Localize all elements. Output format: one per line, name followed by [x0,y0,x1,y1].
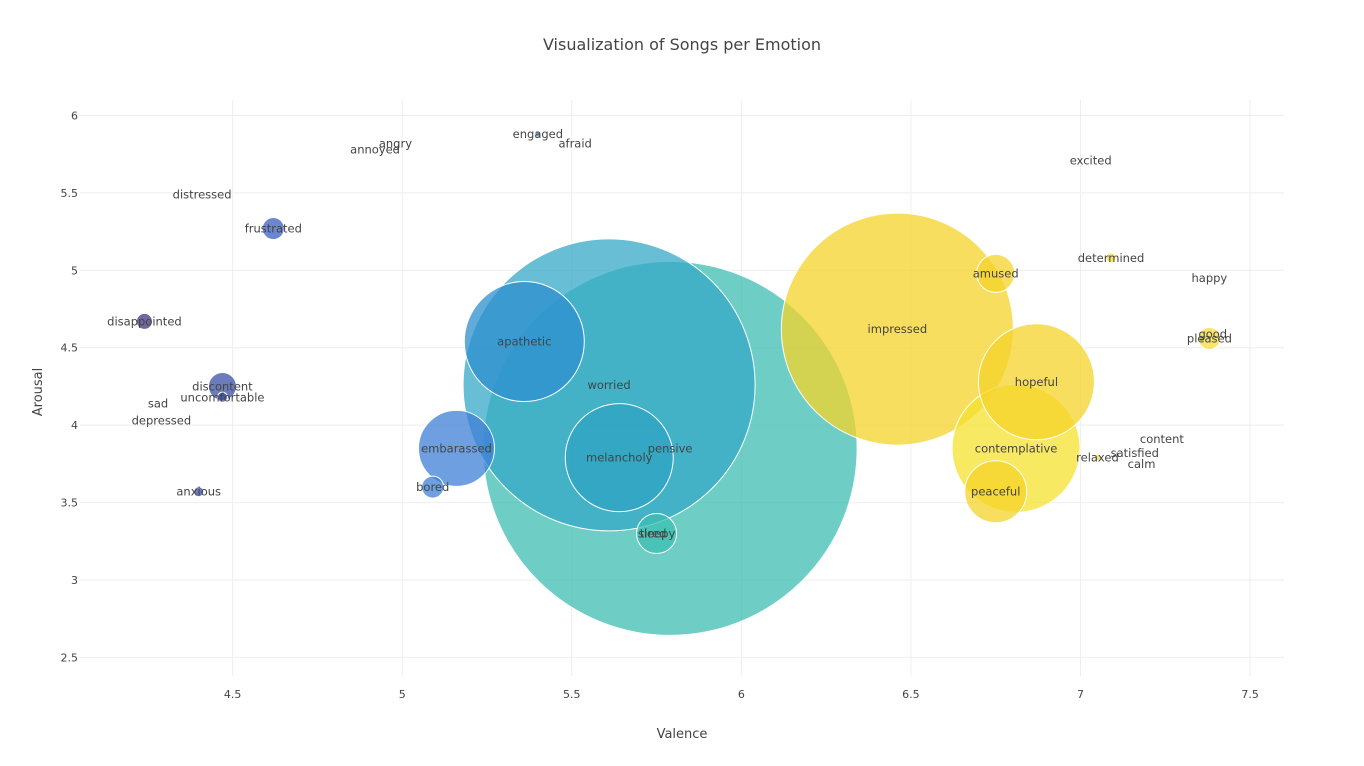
point-label-peaceful: peaceful [971,485,1020,499]
point-label-frustrated: frustrated [245,222,302,236]
point-label-angry: angry [379,136,412,150]
bubble-layer [135,130,1221,636]
point-label-anxious: anxious [176,485,221,499]
bubble-sleepy [636,513,678,555]
x-axis-ticks: 4.5 5 5.5 6 6.5 7 7.5 [224,688,1259,701]
point-label-amused: amused [973,266,1019,280]
point-label-pleased: pleased [1187,331,1232,345]
point-label-happy: happy [1192,271,1228,285]
point-label-good: good [1198,327,1227,341]
point-label-content: content [1140,432,1185,446]
bubble-uncomfortable [216,391,228,403]
y-tick-label: 5.5 [61,187,79,200]
point-label-relaxed: relaxed [1076,451,1119,465]
x-tick-label: 7.5 [1241,688,1259,701]
bubble-hopeful [977,323,1095,441]
x-tick-label: 7 [1077,688,1084,701]
x-tick-label: 5.5 [563,688,581,701]
point-label-tired: tired [640,527,667,541]
point-label-afraid: afraid [558,136,591,150]
point-label-apathetic: apathetic [497,335,551,349]
bubble-apathetic [463,281,585,403]
y-tick-label: 2.5 [61,651,79,664]
bubble-peaceful [964,460,1028,524]
y-axis-title: Arousal [31,368,46,417]
point-label-contemplative: contemplative [975,441,1058,455]
point-label-disappointed: disappointed [107,314,182,328]
point-label-satisfied: satisfied [1111,446,1159,460]
point-label-impressed: impressed [868,322,928,336]
x-tick-label: 6.5 [902,688,920,701]
point-label-excited: excited [1070,153,1112,167]
y-tick-label: 4.5 [61,342,79,355]
y-tick-label: 3.5 [61,497,79,510]
point-label-worried: worried [587,378,630,392]
bubble-disappointed [135,312,153,330]
point-label-sad: sad [148,396,168,410]
point-label-hopeful: hopeful [1015,375,1058,389]
bubble-relaxed [1093,454,1101,462]
point-label-discontent: discontent [192,379,253,393]
point-label-depressed: depressed [132,414,192,428]
x-axis-title: Valence [657,727,708,742]
bubble-anxious [193,486,205,498]
point-label-determined: determined [1078,251,1145,265]
y-tick-label: 4 [71,419,78,432]
point-label-melancholy: melancholy [586,451,653,465]
point-label-bored: bored [416,480,449,494]
point-label-distressed: distressed [173,187,232,201]
point-label-embarassed: embarassed [421,441,492,455]
bubble-determined [1105,252,1117,264]
bubble-frustrated [261,217,285,241]
y-tick-label: 3 [71,574,78,587]
point-label-uncomfortable: uncomfortable [180,390,264,404]
x-tick-label: 6 [738,688,745,701]
bubble-bored [421,475,445,499]
bubble-engaged [534,130,542,138]
y-tick-label: 6 [71,109,78,122]
bubble-embarassed [417,409,495,487]
x-tick-label: 4.5 [224,688,242,701]
point-label-sleepy: sleepy [638,527,676,541]
chart-title: Visualization of Songs per Emotion [543,35,821,54]
y-axis-ticks: 2.5 3 3.5 4 4.5 5 5.5 6 [61,109,79,664]
x-tick-label: 5 [399,688,406,701]
bubble-pleased [1197,326,1221,350]
bubble-amused [976,253,1016,293]
y-tick-label: 5 [71,264,78,277]
point-label-engaged: engaged [513,127,563,141]
point-label-annoyed: annoyed [350,143,400,157]
point-label-pensive: pensive [648,441,693,455]
bubble-melancholy [564,403,674,513]
point-label-calm: calm [1128,457,1156,471]
